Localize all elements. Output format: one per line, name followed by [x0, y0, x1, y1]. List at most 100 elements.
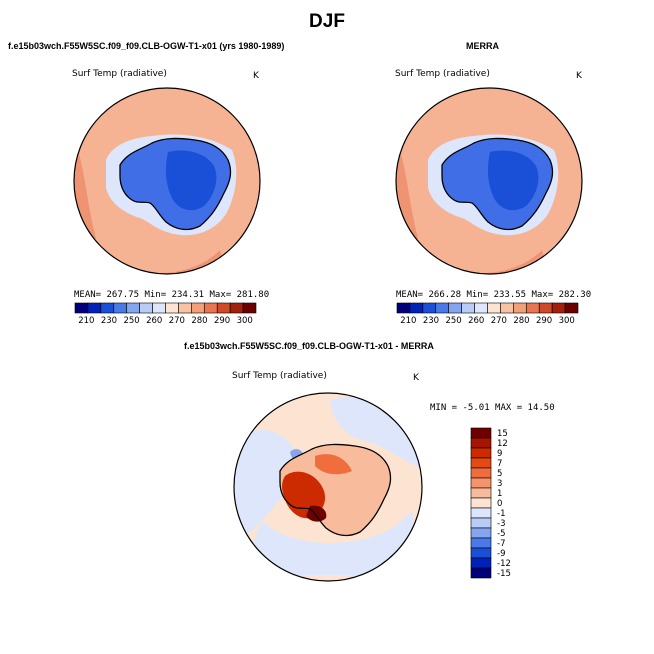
panel1-min-value: 234.31: [171, 290, 205, 300]
panel2-mean-label: MEAN=: [396, 290, 424, 300]
diff-colorbar-swatch: [470, 537, 492, 549]
panel2-colorbar-swatch: [435, 302, 450, 314]
diff-colorbar-swatch: [470, 487, 492, 499]
panel1-colorbar-tick-label: 260: [146, 316, 162, 326]
diff-colorbar-tick-label: -7: [497, 539, 505, 549]
panel1-colorbar-swatch: [178, 302, 192, 314]
panel2-variable: Surf Temp (radiative): [395, 69, 490, 79]
panel1-colorbar-tick-label: 230: [101, 316, 117, 326]
panel1-units: K: [253, 71, 259, 81]
panel2-colorbar-swatch: [500, 302, 514, 314]
diff-stats: MIN = -5.01 MAX = 14.50: [430, 403, 555, 413]
panel1-colorbar-swatch: [100, 302, 115, 314]
panel2-colorbar: 210 230 250 260 270 280 290 300: [396, 302, 579, 326]
diff-cool-west: [234, 430, 297, 540]
diff-colorbar-swatch: [470, 497, 492, 509]
panel1-min-label: Min=: [144, 290, 167, 300]
panel2-units: K: [576, 71, 582, 81]
panel1-subtitle: f.e15b03wch.F55W5SC.f09_f09.CLB-OGW-T1-x…: [8, 41, 285, 51]
diff-colorbar-tick-label: 3: [497, 479, 502, 489]
panel1-colorbar-tick-label: 290: [214, 316, 230, 326]
diff-colorbar-tick-label: 9: [497, 449, 502, 459]
panel2-colorbar-tick-label: 250: [445, 316, 461, 326]
panel2-colorbar-tick-label: 270: [491, 316, 507, 326]
figure-title: DJF: [309, 11, 345, 32]
panel1-colorbar-swatch: [139, 302, 153, 314]
panel1-colorbar-tick-label: 270: [169, 316, 185, 326]
panel2-colorbar-tick-label: 230: [423, 316, 439, 326]
diff-colorbar-tick-label: -3: [497, 519, 505, 529]
panel1-colorbar-swatch: [165, 302, 179, 314]
diff-colorbar-swatch: [470, 447, 492, 459]
diff-colorbar-swatch: [470, 547, 492, 559]
diff-colorbar-swatch: [470, 457, 492, 469]
panel1-colorbar-tick-label: 250: [123, 316, 139, 326]
diff-colorbar-swatch: [470, 477, 492, 489]
diff-map-border: [233, 392, 423, 582]
panel2-max-label: Max=: [531, 290, 554, 300]
panel1-colorbar-swatch: [229, 302, 244, 314]
panel2-colorbar-swatch: [409, 302, 424, 314]
panel1-colorbar: 210 230 250 260 270 280 290 300: [74, 302, 257, 326]
panel2-colorbar-swatch: [513, 302, 527, 314]
diff-colorbar-swatch: [470, 437, 492, 449]
panel1-mean-value: 267.75: [106, 290, 140, 300]
diff-colorbar-tick-label: -15: [497, 569, 511, 579]
panel2-colorbar-tick-label: 300: [559, 316, 575, 326]
diff-max-label: MAX =: [495, 403, 523, 413]
panel1-colorbar-tick-label: 280: [191, 316, 207, 326]
panel1-colorbar-swatch: [113, 302, 128, 314]
panel1-stats: MEAN= 267.75 Min= 234.31 Max= 281.80: [74, 290, 269, 300]
diff-map: [234, 393, 422, 581]
diff-colorbar-swatch: [470, 507, 492, 519]
panel1-warm-band-south: [140, 250, 230, 274]
panel2-ice-interior: [487, 150, 539, 211]
panel1-colorbar-tick-label: 300: [237, 316, 253, 326]
panel2-min-value: 233.55: [493, 290, 527, 300]
panel2-colorbar-swatch: [422, 302, 437, 314]
panel2-colorbar-swatch: [551, 302, 566, 314]
diff-colorbar-swatch: [470, 567, 492, 579]
diff-colorbar-tick-label: 12: [497, 439, 508, 449]
diff-colorbar-swatch: [470, 467, 492, 479]
diff-colorbar-tick-label: 1: [497, 489, 502, 499]
panel2-subtitle: MERRA: [466, 41, 499, 51]
panel2-min-label: Min=: [466, 290, 489, 300]
panel2-map-border: [395, 87, 583, 275]
panel1-max-label: Max=: [209, 290, 232, 300]
panel1-variable: Surf Temp (radiative): [72, 69, 167, 79]
diff-colorbar-swatch: [470, 427, 492, 439]
panel2-colorbar-swatch: [564, 302, 579, 314]
diff-colorbar-tick-label: 0: [497, 499, 502, 509]
diff-colorbar-tick-label: -9: [497, 549, 505, 559]
panel1-colorbar-swatch: [203, 302, 218, 314]
panel2-colorbar-swatch: [487, 302, 501, 314]
diff-colorbar-tick-label: -1: [497, 509, 505, 519]
panel2-stats: MEAN= 266.28 Min= 233.55 Max= 282.30: [396, 290, 591, 300]
panel1-max-value: 281.80: [236, 290, 270, 300]
diff-min-value: -5.01: [462, 403, 490, 413]
panel1-colorbar-swatch: [126, 302, 140, 314]
panel2-max-value: 282.30: [558, 290, 592, 300]
diff-colorbar-swatch: [470, 557, 492, 569]
panel1-colorbar-swatch: [152, 302, 166, 314]
panel2-warm-band-south: [462, 250, 552, 274]
panel2-colorbar-tick-label: 280: [513, 316, 529, 326]
panel2-colorbar-swatch: [474, 302, 488, 314]
panel2-colorbar-swatch: [525, 302, 540, 314]
panel2-mean-value: 266.28: [428, 290, 462, 300]
panel1-mean-label: MEAN=: [74, 290, 102, 300]
diff-max-value: 14.50: [527, 403, 555, 413]
panel1-colorbar-swatch: [216, 302, 231, 314]
panel2-map: [396, 88, 582, 274]
panel2-colorbar-swatch: [396, 302, 411, 314]
diff-colorbar-tick-label: 5: [497, 469, 502, 479]
panel2-colorbar-tick-label: 290: [536, 316, 552, 326]
diff-units: K: [413, 373, 419, 383]
panel1-colorbar-swatch: [87, 302, 102, 314]
panel1-ice-interior: [165, 150, 217, 211]
panel1-colorbar-swatch: [242, 302, 257, 314]
diff-colorbar-swatch: [470, 527, 492, 539]
